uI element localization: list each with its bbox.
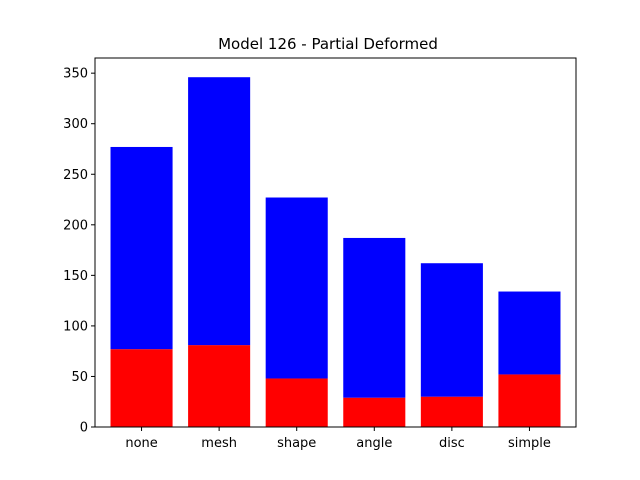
bar-shape-series-1	[265, 378, 328, 427]
y-tick-label: 250	[63, 168, 88, 183]
bars-group	[110, 77, 561, 427]
x-tick-label-mesh: mesh	[201, 436, 237, 451]
y-tick-label: 100	[63, 319, 88, 334]
x-tick-label-angle: angle	[356, 436, 392, 451]
y-tick-label: 50	[71, 370, 88, 385]
bar-simple-series-2	[498, 291, 561, 375]
y-axis: 0 50 100 150 200 250 300 350	[63, 67, 95, 436]
bar-shape-series-2	[265, 197, 328, 379]
y-tick-label: 350	[63, 67, 88, 82]
x-tick-label-none: none	[125, 436, 157, 451]
plot-frame	[94, 57, 577, 428]
y-tick-label: 300	[63, 117, 88, 132]
y-tick-label: 150	[63, 269, 88, 284]
x-axis: none mesh shape angle disc simple	[125, 427, 551, 451]
y-tick-label: 0	[80, 421, 88, 436]
bar-simple-series-1	[498, 374, 561, 427]
y-tick-label: 200	[63, 218, 88, 233]
bar-none-series-1	[110, 349, 173, 427]
bar-disc-series-1	[420, 396, 483, 427]
chart-title: Model 126 - Partial Deformed	[218, 35, 438, 53]
bar-angle-series-1	[343, 397, 406, 427]
bar-mesh-series-1	[188, 345, 251, 427]
bar-none-series-2	[110, 146, 173, 350]
bar-angle-series-2	[343, 237, 406, 398]
x-tick-label-shape: shape	[277, 436, 316, 451]
x-tick-label-simple: simple	[508, 436, 551, 451]
bar-disc-series-2	[420, 263, 483, 397]
x-tick-label-disc: disc	[439, 436, 465, 451]
bar-mesh-series-2	[188, 77, 251, 346]
